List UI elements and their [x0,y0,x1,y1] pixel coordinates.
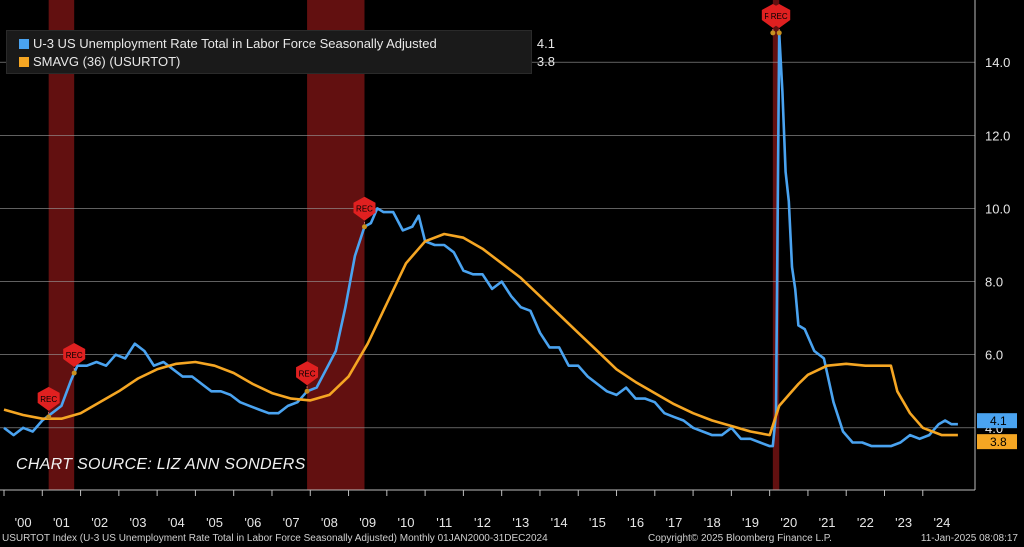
recession-markers: RECRECRECRECRECREC [37,4,791,420]
legend-entry-smavg[interactable]: SMAVG (36) (USURTOT) 3.8 [19,54,555,69]
rec-badge-label: REC [299,369,316,378]
x-tick-label: '02 [91,515,108,530]
legend-swatch-blue [19,39,29,49]
y-tick-label: 8.0 [985,275,1003,290]
x-tick-label: '22 [857,515,874,530]
marker-dot [46,414,52,420]
rec-badge-label: REC [771,12,788,21]
rec-badge [37,386,60,411]
recession-marker: REC [37,386,60,420]
recession-bands [48,0,780,490]
legend: U-3 US Unemployment Rate Total in Labor … [6,30,555,74]
x-tick-label: '04 [168,515,185,530]
rec-badge-label: REC [66,351,83,360]
x-tick-label: '05 [206,515,223,530]
chart-source-note: CHART SOURCE: LIZ ANN SONDERS [16,456,306,473]
marker-dot [776,30,782,36]
x-tick-label: '11 [436,515,452,530]
x-tick-label: '18 [704,515,721,530]
last-value-tag [977,434,1017,450]
x-tick-label: '16 [627,515,644,530]
x-tick-label: '15 [589,515,606,530]
legend-swatch-orange [19,57,29,67]
x-tick-label: '03 [130,515,147,530]
recession-band [772,0,780,490]
last-value-label: 4.1 [990,414,1007,428]
y-tick-label: 6.0 [985,348,1003,363]
legend-entry-unemployment[interactable]: U-3 US Unemployment Rate Total in Labor … [19,36,555,51]
footer-index-description: USURTOT Index (U-3 US Unemployment Rate … [2,533,548,544]
x-tick-label: '06 [244,515,261,530]
legend-label: SMAVG (36) (USURTOT) [33,54,181,69]
x-tick-label: '19 [742,515,759,530]
y-tick-label: 14.0 [985,55,1010,70]
recession-marker: REC [768,4,791,36]
x-tick-label: '07 [283,515,300,530]
smavg-36-line [3,232,958,437]
marker-dot [770,30,776,36]
x-tick-label: '00 [15,515,32,530]
last-value-tag [977,413,1017,429]
marker-dot [304,388,310,394]
rec-badge [768,4,791,28]
recession-band [48,0,75,490]
x-tick-label: '24 [933,515,950,530]
y-tick-label: 12.0 [985,128,1010,143]
recession-marker: REC [63,342,86,376]
x-tick-label: '21 [819,515,836,530]
axes: 4.06.08.010.012.014.0'00'01'02'03'04'05 '… [0,0,1017,530]
rec-badge [63,342,86,367]
series-lines [3,31,958,448]
rec-badge-label: REC [40,395,57,404]
y-tick-label: 10.0 [985,201,1010,216]
recession-marker: REC [353,196,376,230]
unemployment-rate-line [3,31,958,448]
legend-label: U-3 US Unemployment Rate Total in Labor … [33,36,437,51]
footer-copyright: Copyright© 2025 Bloomberg Finance L.P. [648,533,832,544]
rec-badge [353,196,376,221]
rec-badge [296,361,319,386]
x-tick-label: '23 [895,515,912,530]
x-tick-label: '08 [321,515,338,530]
x-tick-label: '10 [397,515,414,530]
rec-badge-label: REC [356,205,373,214]
footer-timestamp: 11-Jan-2025 08:08:17 [920,533,1018,544]
last-value-label: 3.8 [990,435,1007,449]
legend-value: 4.1 [536,36,555,51]
x-tick-label: '14 [551,515,568,530]
x-tick-label: '12 [474,515,491,530]
marker-dot [361,224,367,230]
x-tick-label: '17 [665,515,682,530]
recession-band [307,0,365,490]
x-tick-label: '20 [780,515,797,530]
gridlines [0,61,975,429]
x-tick-label: '13 [512,515,529,530]
recession-marker: REC [296,361,319,394]
x-tick-label: '01 [53,515,70,530]
legend-value: 3.8 [536,54,555,69]
x-tick-label: '09 [359,515,376,530]
marker-dot [71,370,77,376]
